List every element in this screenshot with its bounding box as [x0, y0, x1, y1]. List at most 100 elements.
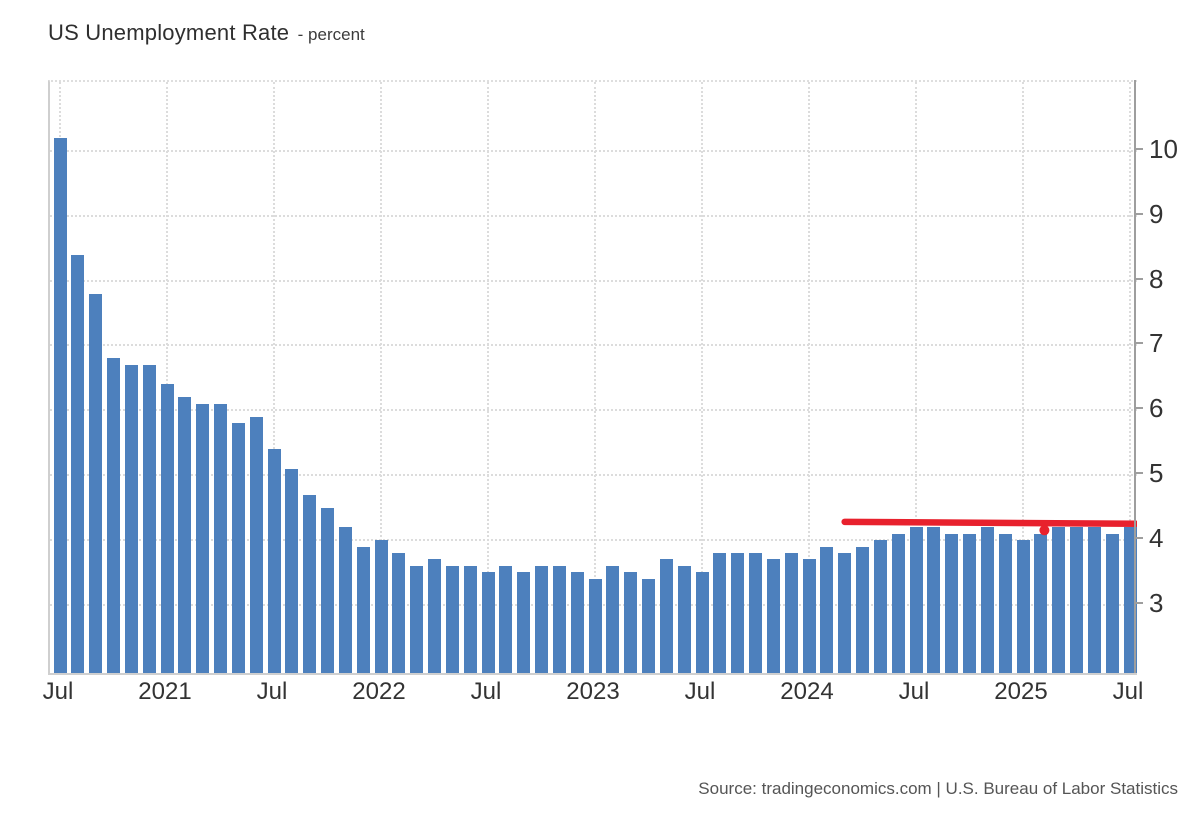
unemployment-bar-44[interactable]: [838, 552, 852, 673]
y-axis-label-5: 5: [1149, 458, 1164, 489]
unemployment-bar-6[interactable]: [160, 384, 174, 673]
unemployment-bar-29[interactable]: [570, 572, 584, 673]
unemployment-bar-5[interactable]: [142, 364, 156, 673]
unemployment-bar-56[interactable]: [1052, 527, 1066, 673]
x-axis-label-jul-2: Jul: [256, 678, 288, 705]
unemployment-bar-30[interactable]: [588, 578, 602, 673]
y-axis-label-7: 7: [1149, 328, 1164, 359]
x-axis-label-2021-1: 2021: [138, 678, 192, 705]
unemployment-bar-46[interactable]: [873, 540, 887, 673]
unemployment-bar-37[interactable]: [713, 552, 727, 673]
chart-title: US Unemployment Rate: [48, 20, 290, 45]
unemployment-bar-2[interactable]: [89, 293, 103, 673]
y-axis-tick-9: [1136, 212, 1143, 215]
unemployment-bar-33[interactable]: [642, 578, 655, 673]
unemployment-bar-57[interactable]: [1070, 527, 1083, 673]
unemployment-bar-54[interactable]: [1016, 540, 1030, 673]
unemployment-bar-27[interactable]: [535, 565, 548, 673]
unemployment-bar-35[interactable]: [677, 565, 691, 673]
y-axis-tick-3: [1136, 601, 1143, 604]
gridline-vertical-8: [915, 82, 917, 673]
unemployment-bar-59[interactable]: [1105, 533, 1119, 673]
unemployment-bar-26[interactable]: [517, 572, 531, 673]
y-axis-tick-6: [1136, 407, 1143, 410]
y-axis-label-9: 9: [1149, 198, 1164, 229]
unemployment-bar-31[interactable]: [606, 565, 620, 673]
y-axis-label-8: 8: [1149, 263, 1164, 294]
y-axis-tick-10: [1136, 147, 1143, 150]
gridline-horizontal-9: [50, 214, 1137, 217]
x-axis-label-2025-9: 2025: [994, 678, 1048, 705]
unemployment-bar-55[interactable]: [1034, 533, 1048, 673]
unemployment-bar-18[interactable]: [374, 540, 388, 673]
gridline-vertical-2: [273, 82, 275, 673]
unemployment-bar-14[interactable]: [303, 494, 317, 673]
unemployment-bar-47[interactable]: [891, 533, 905, 673]
y-axis-tick-5: [1136, 472, 1143, 475]
gridline-vertical-5: [594, 82, 596, 673]
y-axis-tick-8: [1136, 277, 1143, 280]
unemployment-bar-48[interactable]: [909, 527, 923, 673]
x-axis-label-jul-10: Jul: [1112, 678, 1144, 705]
unemployment-bar-45[interactable]: [856, 546, 869, 673]
unemployment-bar-43[interactable]: [820, 546, 834, 673]
unemployment-bar-38[interactable]: [731, 552, 745, 673]
unemployment-bar-25[interactable]: [499, 565, 513, 673]
unemployment-bar-36[interactable]: [695, 572, 709, 673]
unemployment-bar-10[interactable]: [231, 423, 245, 673]
unemployment-bar-60[interactable]: [1123, 527, 1137, 673]
x-axis-label-jul-6: Jul: [684, 678, 716, 705]
unemployment-bar-4[interactable]: [124, 364, 138, 673]
y-axis-label-4: 4: [1149, 523, 1164, 553]
unemployment-bar-1[interactable]: [71, 254, 85, 673]
unemployment-bar-23[interactable]: [463, 565, 477, 673]
chart-subtitle: - percent: [297, 25, 365, 44]
unemployment-bar-50[interactable]: [945, 533, 959, 673]
unemployment-bar-15[interactable]: [321, 507, 334, 673]
unemployment-bar-20[interactable]: [410, 565, 424, 673]
x-axis-label-jul-0: Jul: [42, 678, 74, 705]
y-axis-tick-4: [1136, 537, 1143, 539]
unemployment-bar-49[interactable]: [927, 527, 941, 673]
unemployment-bar-52[interactable]: [980, 527, 994, 673]
x-axis-label-2022-3: 2022: [352, 678, 406, 705]
unemployment-bar-11[interactable]: [249, 416, 263, 673]
unemployment-bar-9[interactable]: [214, 403, 227, 673]
gridline-vertical-9: [1022, 82, 1024, 673]
unemployment-bar-51[interactable]: [963, 533, 976, 673]
unemployment-bar-53[interactable]: [998, 533, 1012, 673]
unemployment-bar-28[interactable]: [552, 565, 566, 673]
y-axis-label-6: 6: [1149, 393, 1164, 424]
x-axis-label-jul-4: Jul: [470, 678, 502, 705]
unemployment-bar-8[interactable]: [196, 403, 210, 673]
unemployment-bar-21[interactable]: [428, 559, 441, 673]
plot-area[interactable]: [48, 80, 1137, 675]
x-axis-label-2023-5: 2023: [566, 678, 620, 705]
unemployment-bar-0[interactable]: [53, 137, 67, 673]
unemployment-bar-40[interactable]: [766, 559, 780, 673]
red-annotation-line: [841, 518, 1137, 528]
gridline-vertical-7: [808, 82, 810, 673]
unemployment-bar-16[interactable]: [338, 527, 352, 673]
unemployment-bar-3[interactable]: [107, 358, 120, 673]
unemployment-bar-41[interactable]: [784, 552, 798, 673]
unemployment-bar-22[interactable]: [445, 565, 459, 673]
unemployment-bar-24[interactable]: [481, 572, 495, 673]
source-note: Source: tradingeconomics.com | U.S. Bure…: [698, 779, 1178, 798]
y-axis-label-3: 3: [1149, 587, 1164, 618]
unemployment-bar-17[interactable]: [356, 546, 370, 673]
unemployment-bar-39[interactable]: [749, 552, 762, 673]
y-axis-tick-7: [1136, 342, 1143, 345]
unemployment-bar-32[interactable]: [624, 572, 638, 673]
unemployment-bar-58[interactable]: [1087, 527, 1101, 673]
unemployment-bar-12[interactable]: [267, 449, 281, 673]
gridline-vertical-6: [701, 82, 703, 673]
x-axis-label-2024-7: 2024: [780, 678, 834, 705]
unemployment-bar-19[interactable]: [392, 552, 406, 673]
unemployment-bar-34[interactable]: [659, 559, 673, 673]
gridline-horizontal-4: [50, 539, 1137, 541]
unemployment-bar-13[interactable]: [285, 468, 299, 673]
gridline-horizontal-7: [50, 344, 1137, 347]
unemployment-bar-42[interactable]: [802, 559, 816, 673]
unemployment-bar-7[interactable]: [178, 397, 192, 673]
